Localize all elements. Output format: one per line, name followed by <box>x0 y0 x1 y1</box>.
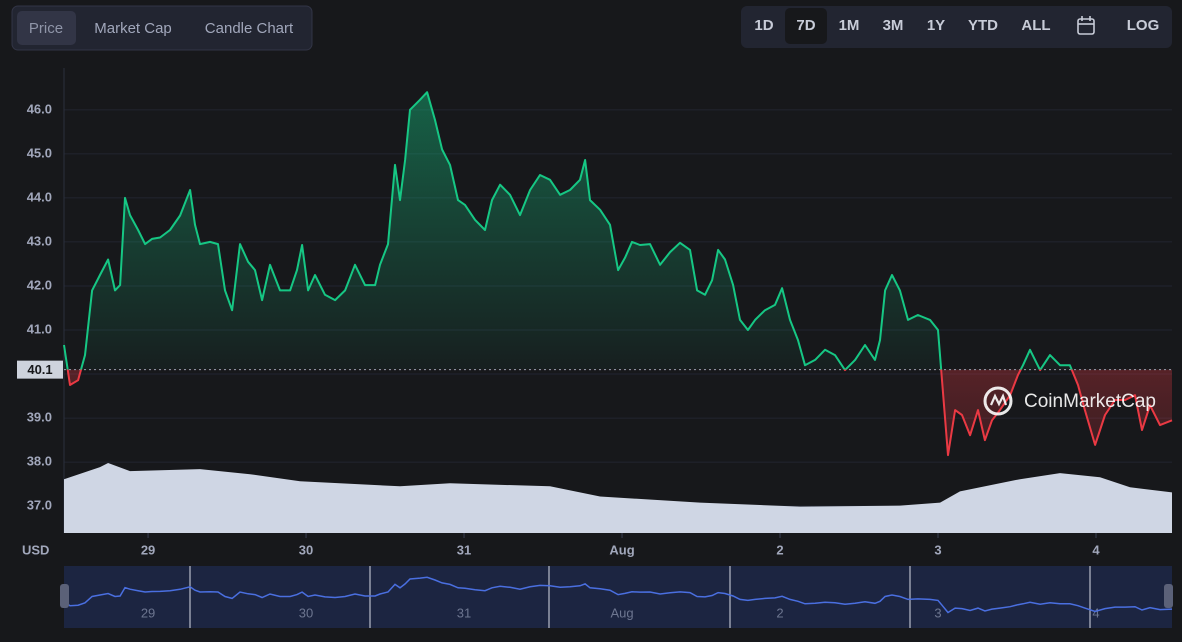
range-active-bg <box>785 8 827 44</box>
x-tick-label: Aug <box>609 542 634 557</box>
navigator-tick-label: 3 <box>934 605 941 620</box>
y-tick-label: 37.0 <box>27 498 52 513</box>
tab[interactable]: Candle Chart <box>205 20 294 37</box>
navigator-tick-label: 4 <box>1092 605 1099 620</box>
calendar-icon[interactable] <box>1077 16 1095 35</box>
watermark: CoinMarketCap <box>983 386 1156 416</box>
reference-label-bg <box>17 360 63 379</box>
x-tick-label: 2 <box>776 542 783 557</box>
range-button[interactable]: 1M <box>839 17 860 34</box>
x-tick-label: 31 <box>457 542 471 557</box>
y-tick-label: 45.0 <box>27 145 52 160</box>
y-tick-label: 43.0 <box>27 233 52 248</box>
navigator-tick-label: Aug <box>610 605 633 620</box>
volume-area <box>64 463 1172 533</box>
reference-label: 40.1 <box>27 362 52 377</box>
range-button[interactable]: ALL <box>1021 17 1050 34</box>
y-tick-label: 39.0 <box>27 410 52 425</box>
x-tick-label: 3 <box>934 542 941 557</box>
navigator-handle[interactable] <box>60 584 69 608</box>
range-button[interactable]: 1Y <box>927 17 945 34</box>
tab[interactable]: Market Cap <box>94 20 172 37</box>
navigator-tick-label: 2 <box>776 605 783 620</box>
navigator[interactable] <box>64 566 1172 628</box>
y-tick-label: 46.0 <box>27 101 52 116</box>
tab-active-bg <box>17 11 76 45</box>
range-button[interactable]: 3M <box>883 17 904 34</box>
price-line <box>63 91 1173 457</box>
navigator-line <box>63 576 1173 614</box>
y-tick-label: 38.0 <box>27 454 52 469</box>
x-tick-label: 30 <box>299 542 313 557</box>
x-tick-label: 4 <box>1092 542 1100 557</box>
navigator-tick-label: 31 <box>457 605 471 620</box>
navigator-tick-label: 29 <box>141 605 155 620</box>
watermark-text: CoinMarketCap <box>1024 391 1156 412</box>
tab[interactable]: Price <box>29 20 63 37</box>
range-group <box>741 6 1172 48</box>
y-axis-label: USD <box>22 542 49 557</box>
y-tick-label: 42.0 <box>27 277 52 292</box>
navigator-tick-label: 30 <box>299 605 313 620</box>
range-button[interactable]: 1D <box>754 17 773 34</box>
y-tick-label: 44.0 <box>27 189 52 204</box>
log-button[interactable]: LOG <box>1127 17 1160 34</box>
x-tick-label: 29 <box>141 542 155 557</box>
navigator-handle[interactable] <box>1164 584 1173 608</box>
price-area <box>64 92 1172 456</box>
range-button[interactable]: 7D <box>796 17 815 34</box>
y-tick-label: 41.0 <box>27 321 52 336</box>
range-button[interactable]: YTD <box>968 17 998 34</box>
tab-group <box>11 5 313 51</box>
